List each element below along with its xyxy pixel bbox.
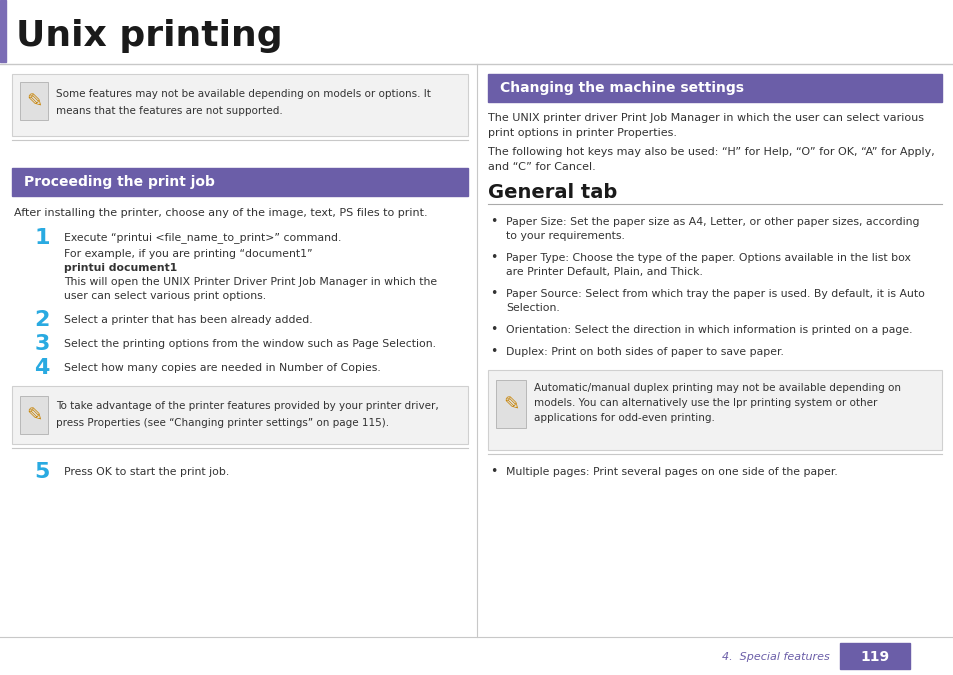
Text: Orientation: Select the direction in which information is printed on a page.: Orientation: Select the direction in whi…	[505, 325, 911, 335]
Text: printui document1: printui document1	[64, 263, 177, 273]
Text: This will open the UNIX Printer Driver Print Job Manager in which the: This will open the UNIX Printer Driver P…	[64, 277, 436, 287]
Text: •: •	[490, 346, 497, 358]
Text: 1: 1	[34, 228, 50, 248]
Text: Paper Source: Select from which tray the paper is used. By default, it is Auto: Paper Source: Select from which tray the…	[505, 289, 923, 299]
Text: •: •	[490, 215, 497, 229]
Text: ✎: ✎	[26, 92, 42, 111]
Text: models. You can alternatively use the lpr printing system or other: models. You can alternatively use the lp…	[534, 398, 877, 408]
Text: Select how many copies are needed in Number of Copies.: Select how many copies are needed in Num…	[64, 363, 380, 373]
Text: to your requirements.: to your requirements.	[505, 231, 624, 241]
Text: 5: 5	[34, 462, 50, 482]
Bar	[20, 82, 48, 120]
Text: Execute “printui <file_name_to_print>” command.: Execute “printui <file_name_to_print>” c…	[64, 233, 341, 244]
Text: print options in printer Properties.: print options in printer Properties.	[488, 128, 677, 138]
Text: Changing the machine settings: Changing the machine settings	[499, 81, 743, 95]
Bar	[12, 168, 468, 196]
Text: are Printer Default, Plain, and Thick.: are Printer Default, Plain, and Thick.	[505, 267, 702, 277]
Text: 2: 2	[34, 310, 50, 330]
Text: 119: 119	[860, 650, 888, 664]
Text: •: •	[490, 466, 497, 479]
Text: Multiple pages: Print several pages on one side of the paper.: Multiple pages: Print several pages on o…	[505, 467, 837, 477]
Text: ✎: ✎	[502, 396, 518, 414]
Text: The UNIX printer driver Print Job Manager in which the user can select various: The UNIX printer driver Print Job Manage…	[488, 113, 923, 123]
Text: 3: 3	[34, 334, 50, 354]
Text: Select a printer that has been already added.: Select a printer that has been already a…	[64, 315, 313, 325]
Bar	[840, 643, 909, 669]
Text: Press OK to start the print job.: Press OK to start the print job.	[64, 467, 229, 477]
Bar	[496, 380, 525, 428]
Text: Selection.: Selection.	[505, 303, 559, 313]
Bar	[12, 74, 468, 136]
Bar	[0, 0, 6, 62]
Text: After installing the printer, choose any of the image, text, PS files to print.: After installing the printer, choose any…	[14, 208, 427, 218]
Bar	[12, 386, 468, 444]
Text: •: •	[490, 252, 497, 265]
Text: 4.  Special features: 4. Special features	[721, 652, 829, 662]
Text: Paper Size: Set the paper size as A4, Letter, or other paper sizes, according: Paper Size: Set the paper size as A4, Le…	[505, 217, 919, 227]
Text: •: •	[490, 323, 497, 337]
Text: The following hot keys may also be used: “H” for Help, “O” for OK, “A” for Apply: The following hot keys may also be used:…	[488, 147, 934, 157]
Text: user can select various print options.: user can select various print options.	[64, 291, 266, 301]
Bar	[488, 74, 941, 102]
Text: and “C” for Cancel.: and “C” for Cancel.	[488, 162, 595, 172]
Text: Automatic/manual duplex printing may not be available depending on: Automatic/manual duplex printing may not…	[534, 383, 900, 393]
Text: General tab: General tab	[488, 182, 617, 202]
Text: press Properties (see “Changing printer settings” on page 115).: press Properties (see “Changing printer …	[56, 418, 389, 428]
Text: Duplex: Print on both sides of paper to save paper.: Duplex: Print on both sides of paper to …	[505, 347, 783, 357]
Text: means that the features are not supported.: means that the features are not supporte…	[56, 106, 282, 116]
Text: Unix printing: Unix printing	[16, 19, 282, 53]
Text: For example, if you are printing “document1”: For example, if you are printing “docume…	[64, 249, 313, 259]
Text: Select the printing options from the window such as Page Selection.: Select the printing options from the win…	[64, 339, 436, 349]
Bar	[20, 396, 48, 434]
Text: Paper Type: Choose the type of the paper. Options available in the list box: Paper Type: Choose the type of the paper…	[505, 253, 910, 263]
Text: Proceeding the print job: Proceeding the print job	[24, 175, 214, 189]
Text: applications for odd-even printing.: applications for odd-even printing.	[534, 413, 714, 423]
Text: Some features may not be available depending on models or options. It: Some features may not be available depen…	[56, 89, 431, 99]
Text: 4: 4	[34, 358, 50, 378]
Text: ✎: ✎	[26, 406, 42, 425]
Text: •: •	[490, 288, 497, 300]
Text: To take advantage of the printer features provided by your printer driver,: To take advantage of the printer feature…	[56, 401, 438, 411]
Bar	[488, 370, 941, 450]
